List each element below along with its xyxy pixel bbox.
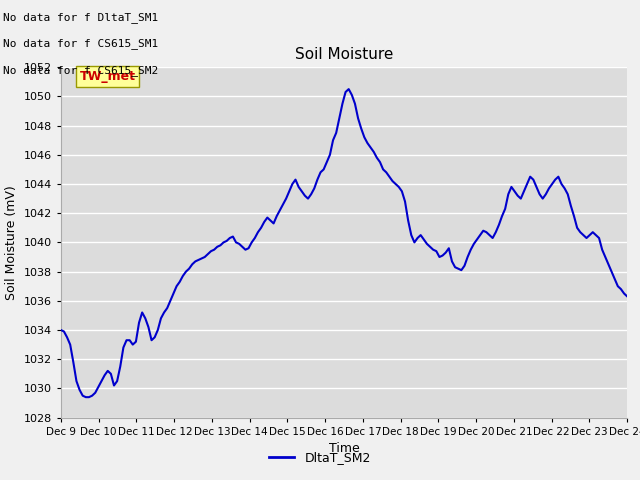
Title: Soil Moisture: Soil Moisture [295,47,393,62]
Text: TW_met: TW_met [80,70,136,83]
Text: No data for f CS615_SM2: No data for f CS615_SM2 [3,65,159,76]
Text: No data for f CS615_SM1: No data for f CS615_SM1 [3,38,159,49]
Y-axis label: Soil Moisture (mV): Soil Moisture (mV) [5,185,18,300]
X-axis label: Time: Time [328,442,360,455]
Legend: DltaT_SM2: DltaT_SM2 [264,446,376,469]
Text: No data for f DltaT_SM1: No data for f DltaT_SM1 [3,12,159,23]
